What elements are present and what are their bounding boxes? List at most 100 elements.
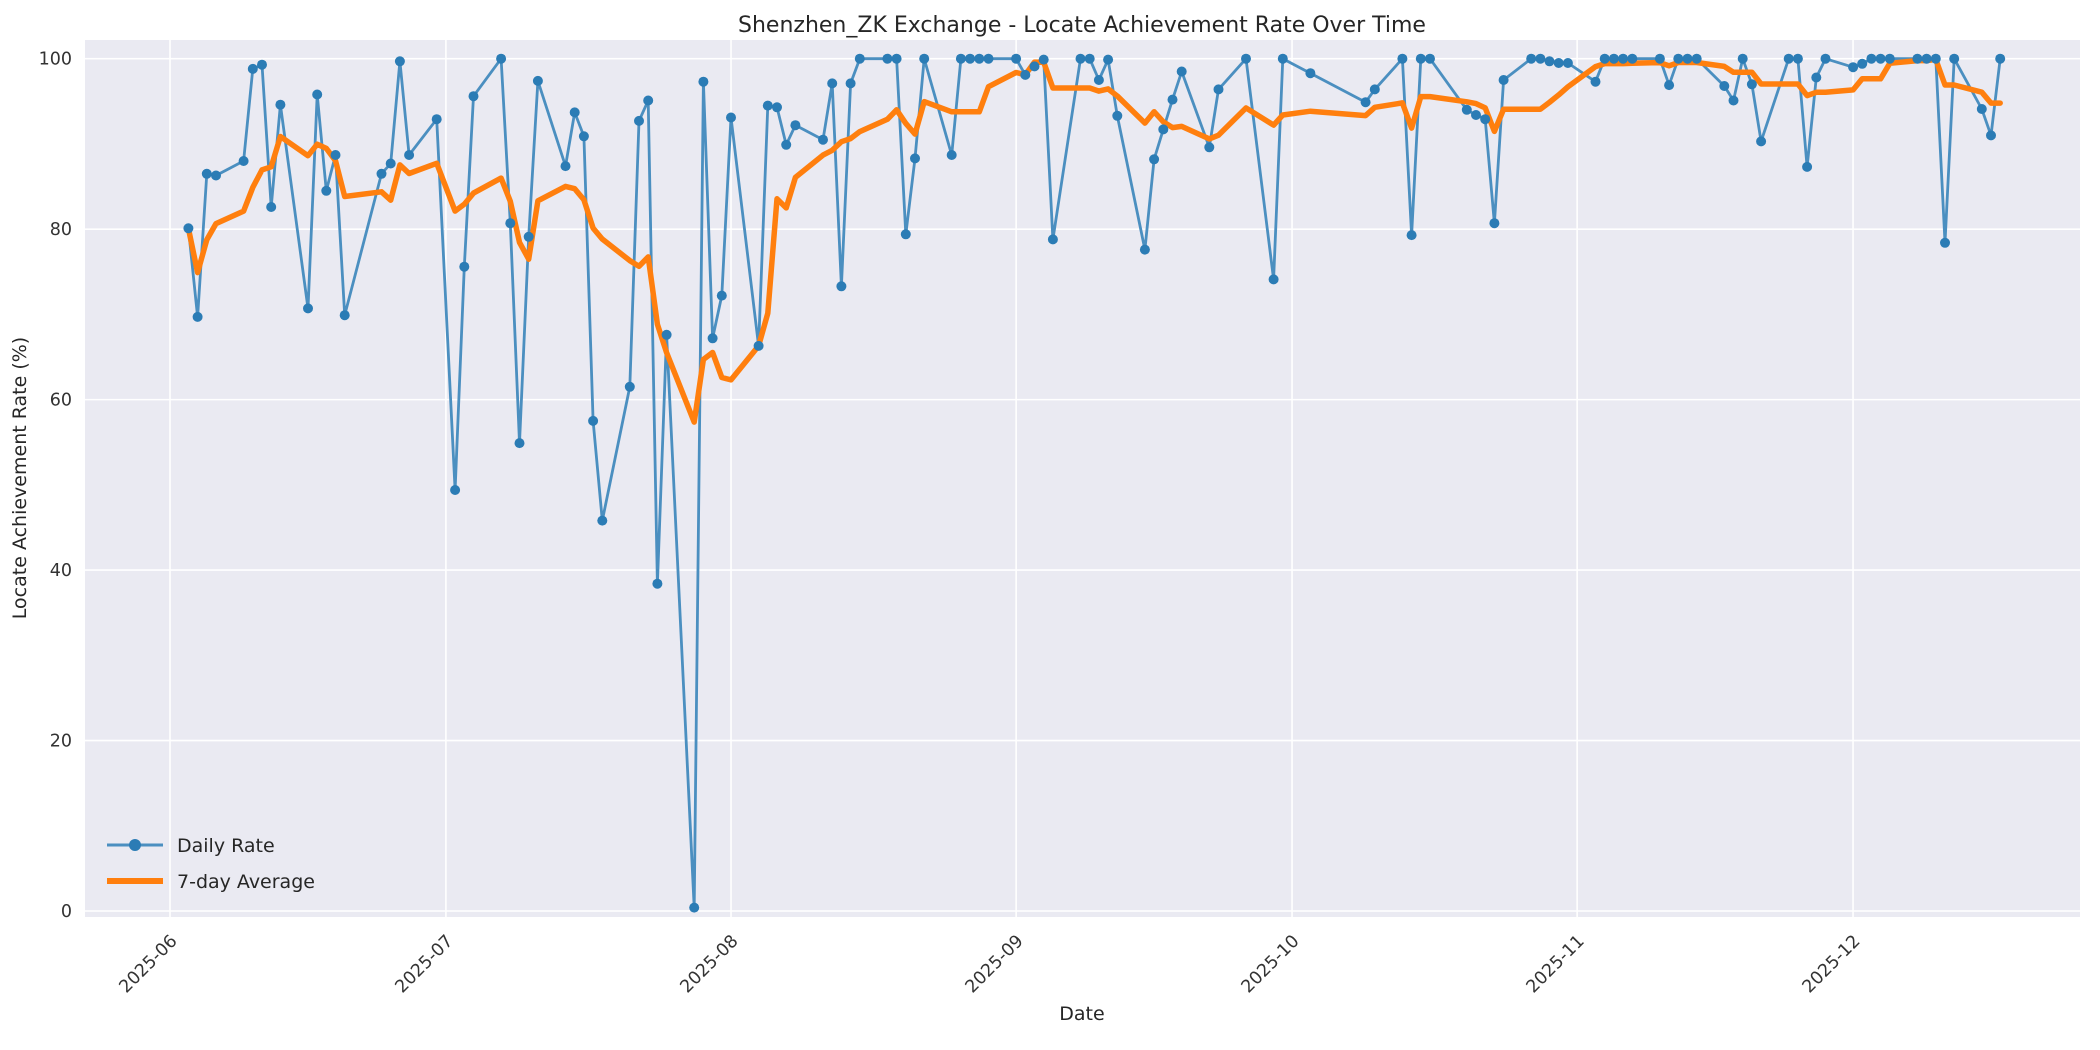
daily-rate-marker	[1277, 53, 1288, 64]
daily-rate-marker	[266, 202, 277, 212]
daily-rate-marker	[762, 100, 773, 111]
x-tick-label: 2025-12	[1799, 931, 1865, 997]
x-tick-label: 2025-10	[1238, 931, 1304, 997]
daily-rate-marker	[661, 329, 672, 340]
daily-rate-marker	[1811, 72, 1822, 83]
legend-daily-rate-label: Daily Rate	[177, 835, 275, 857]
daily-rate-marker	[1930, 53, 1941, 64]
daily-rate-marker	[303, 303, 313, 314]
daily-rate-marker	[1103, 54, 1114, 65]
daily-rate-marker	[1158, 124, 1169, 135]
daily-rate-marker	[1020, 69, 1031, 80]
daily-rate-marker	[505, 218, 516, 229]
daily-rate-marker	[183, 223, 194, 234]
daily-rate-marker	[1397, 53, 1408, 64]
daily-rate-marker	[624, 381, 635, 392]
daily-rate-marker	[1719, 81, 1730, 91]
daily-rate-marker	[643, 95, 654, 106]
y-tick-label: 100	[39, 50, 72, 70]
daily-rate-marker	[910, 153, 920, 164]
daily-rate-marker	[1802, 161, 1813, 172]
daily-rate-marker	[818, 134, 828, 145]
daily-rate-marker	[753, 340, 764, 351]
daily-rate-marker	[1093, 75, 1104, 85]
daily-rate-marker	[1664, 80, 1675, 91]
daily-rate-marker	[1084, 53, 1095, 64]
daily-rate-marker	[1526, 53, 1537, 64]
daily-rate-marker	[1461, 104, 1472, 115]
daily-rate-marker	[560, 161, 571, 172]
daily-rate-marker	[1682, 53, 1693, 64]
daily-rate-marker	[1369, 84, 1380, 95]
daily-rate-marker	[468, 91, 479, 102]
daily-rate-marker	[652, 578, 663, 589]
daily-rate-marker	[404, 150, 415, 160]
daily-rate-marker	[1875, 53, 1886, 64]
daily-rate-marker	[376, 168, 387, 179]
daily-rate-marker	[330, 150, 341, 160]
daily-rate-marker	[1866, 53, 1877, 64]
daily-rate-marker	[1599, 53, 1610, 64]
daily-rate-marker	[192, 311, 203, 322]
daily-rate-marker	[1167, 94, 1178, 105]
daily-rate-marker	[1176, 66, 1187, 77]
daily-rate-marker	[891, 53, 902, 64]
daily-rate-marker	[836, 281, 847, 292]
daily-rate-marker	[385, 158, 396, 169]
daily-rate-marker	[247, 63, 258, 74]
daily-rate-marker	[1848, 62, 1859, 73]
daily-rate-marker	[1139, 244, 1150, 255]
daily-rate-marker	[1489, 218, 1500, 229]
daily-rate-marker	[965, 53, 976, 64]
daily-rate-marker	[1360, 97, 1371, 108]
daily-rate-marker	[597, 515, 608, 526]
daily-rate-marker	[201, 168, 212, 179]
daily-rate-marker	[394, 56, 405, 67]
daily-rate-marker	[845, 78, 856, 89]
daily-rate-marker	[1857, 58, 1868, 69]
y-axis-label: Locate Achievement Rate (%)	[9, 337, 31, 619]
daily-rate-marker	[1608, 53, 1619, 64]
x-tick-label: 2025-06	[116, 931, 182, 997]
daily-rate-marker	[698, 76, 709, 87]
daily-rate-marker	[983, 53, 994, 64]
daily-rate-marker	[532, 75, 543, 86]
daily-rate-marker	[1627, 53, 1638, 64]
daily-rate-marker	[716, 290, 727, 301]
x-tick-label: 2025-07	[392, 931, 458, 997]
daily-rate-marker	[1149, 154, 1160, 165]
daily-rate-marker	[1498, 75, 1509, 85]
daily-rate-marker	[634, 115, 644, 126]
x-tick-label: 2025-11	[1523, 931, 1589, 997]
daily-rate-marker	[919, 53, 930, 64]
daily-rate-marker	[1618, 53, 1629, 64]
x-axis-label: Date	[1059, 1003, 1104, 1025]
y-tick-label: 60	[50, 391, 72, 411]
daily-rate-marker	[790, 120, 801, 131]
daily-rate-marker	[1038, 54, 1049, 65]
daily-rate-marker	[1756, 136, 1767, 147]
legend: Daily Rate 7-day Average	[107, 835, 315, 893]
x-tick-label: 2025-09	[962, 931, 1028, 997]
daily-rate-marker	[1746, 79, 1757, 90]
daily-rate-marker	[1912, 53, 1923, 64]
daily-rate-marker	[882, 53, 893, 64]
daily-rate-marker	[1075, 53, 1086, 64]
daily-rate-marker	[974, 53, 985, 64]
daily-rate-marker	[1673, 53, 1684, 64]
daily-rate-marker	[1544, 56, 1555, 67]
daily-rate-marker	[1241, 53, 1251, 64]
daily-rate-marker	[312, 89, 323, 100]
daily-rate-marker	[588, 415, 599, 426]
daily-rate-marker	[1204, 142, 1215, 153]
daily-rate-marker	[900, 229, 911, 240]
daily-rate-marker	[1737, 53, 1748, 64]
daily-rate-marker	[1406, 230, 1417, 241]
daily-rate-marker	[1047, 234, 1058, 245]
daily-rate-marker	[1562, 58, 1573, 68]
daily-rate-marker	[238, 156, 249, 166]
daily-rate-marker	[772, 102, 782, 113]
daily-rate-marker	[1425, 53, 1435, 64]
daily-rate-marker	[514, 438, 525, 449]
